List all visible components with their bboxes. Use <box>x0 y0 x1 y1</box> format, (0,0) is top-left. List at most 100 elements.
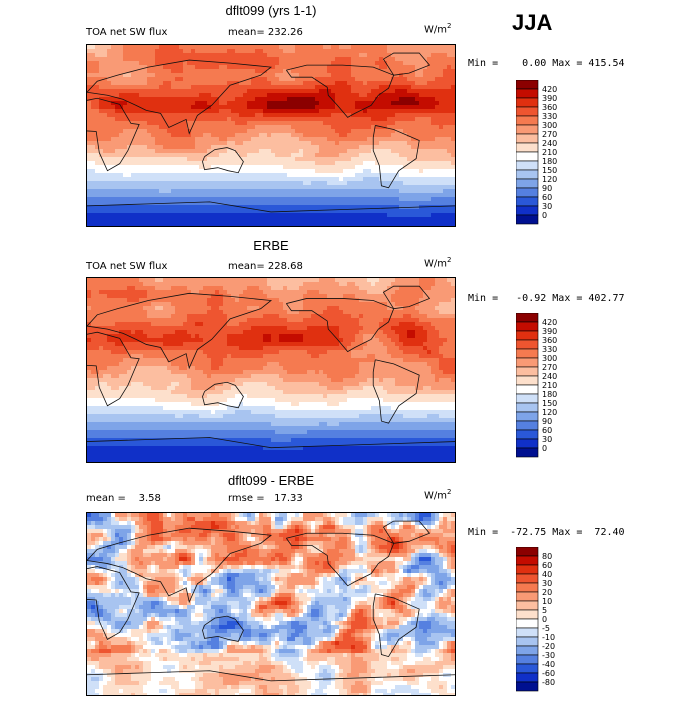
colorbar-swatch <box>516 322 538 331</box>
panel-title: ERBE <box>71 238 471 253</box>
colorbar-swatch <box>516 448 538 457</box>
colorbar-tick-label: 180 <box>542 157 557 166</box>
colorbar-tick-label: 420 <box>542 85 557 94</box>
map-field <box>87 278 455 462</box>
colorbar-swatch <box>516 637 538 646</box>
colorbar-swatch <box>516 574 538 583</box>
colorbar-swatch <box>516 340 538 349</box>
colorbar-swatch <box>516 547 538 556</box>
colorbar-swatch <box>516 107 538 116</box>
colorbar-tick-label: 120 <box>542 408 557 417</box>
colorbar-tick-label: 390 <box>542 94 557 103</box>
colorbar-tick-label: 210 <box>542 148 557 157</box>
colorbar-swatch <box>516 430 538 439</box>
min-max-label: Min = -0.92 Max = 402.77 <box>468 293 625 304</box>
colorbar-swatch <box>516 161 538 170</box>
colorbar-tick-label: 0 <box>542 444 547 453</box>
colorbar-tick-label: 40 <box>542 570 552 579</box>
colorbar-tick-label: 240 <box>542 372 557 381</box>
colorbar-tick-label: 240 <box>542 139 557 148</box>
colorbar-swatch <box>516 556 538 565</box>
map-plot <box>86 44 456 227</box>
colorbar-swatch <box>516 358 538 367</box>
variable-label: TOA net SW flux <box>86 27 167 38</box>
colorbar-swatch <box>516 403 538 412</box>
colorbar-swatch <box>516 215 538 224</box>
colorbar-tick-label: 270 <box>542 130 557 139</box>
colorbar-swatch <box>516 206 538 215</box>
colorbar-tick-label: 330 <box>542 112 557 121</box>
colorbar-swatch <box>516 619 538 628</box>
colorbar-swatch <box>516 313 538 322</box>
colorbar-tick-label: 60 <box>542 426 552 435</box>
colorbar-swatch <box>516 367 538 376</box>
map-plot <box>86 277 456 463</box>
colorbar-tick-label: 20 <box>542 588 552 597</box>
colorbar-tick-label: 0 <box>542 615 547 624</box>
colorbar-swatch <box>516 385 538 394</box>
colorbar-tick-label: 330 <box>542 345 557 354</box>
colorbar-swatch <box>516 116 538 125</box>
colorbar-swatch <box>516 664 538 673</box>
colorbar-swatch <box>516 197 538 206</box>
colorbar-tick-label: 180 <box>542 390 557 399</box>
colorbar-tick-label: 90 <box>542 417 552 426</box>
panel-title: dflt099 - ERBE <box>71 473 471 488</box>
map-field <box>87 513 455 695</box>
colorbar-swatch <box>516 349 538 358</box>
colorbar-tick-label: 30 <box>542 202 552 211</box>
colorbar-swatch <box>516 143 538 152</box>
colorbar-swatch <box>516 655 538 664</box>
mean-label: mean = 3.58 <box>86 493 161 504</box>
colorbar-tick-label: 210 <box>542 381 557 390</box>
colorbar-swatch <box>516 188 538 197</box>
map-field <box>87 45 455 226</box>
colorbar-tick-label: -30 <box>542 651 555 660</box>
colorbar-swatch <box>516 592 538 601</box>
colorbar-swatch <box>516 80 538 89</box>
units-label: W/m2 <box>424 488 451 501</box>
colorbar-tick-label: 0 <box>542 211 547 220</box>
min-max-label: Min = -72.75 Max = 72.40 <box>468 527 625 538</box>
colorbar-swatch <box>516 179 538 188</box>
colorbar-tick-label: -5 <box>542 624 550 633</box>
colorbar-swatch <box>516 439 538 448</box>
colorbar-tick-label: 80 <box>542 552 552 561</box>
colorbar-swatch <box>516 331 538 340</box>
colorbar-swatch <box>516 601 538 610</box>
variable-label: TOA net SW flux <box>86 261 167 272</box>
map-plot <box>86 512 456 696</box>
colorbar-swatch <box>516 583 538 592</box>
colorbar-swatch <box>516 89 538 98</box>
mean-label: mean= 232.26 <box>228 27 303 38</box>
rmse-label: rmse = 17.33 <box>228 493 303 504</box>
colorbar-tick-label: 30 <box>542 579 552 588</box>
min-max-label: Min = 0.00 Max = 415.54 <box>468 58 625 69</box>
colorbar-tick-label: 60 <box>542 193 552 202</box>
colorbar-tick-label: 120 <box>542 175 557 184</box>
colorbar-swatch <box>516 394 538 403</box>
field-cells <box>87 513 455 695</box>
colorbar-swatch <box>516 412 538 421</box>
colorbar-tick-label: -80 <box>542 678 555 687</box>
colorbar-tick-label: 390 <box>542 327 557 336</box>
colorbar-tick-label: 270 <box>542 363 557 372</box>
colorbar-swatch <box>516 125 538 134</box>
mean-label: mean= 228.68 <box>228 261 303 272</box>
panel-title: dflt099 (yrs 1-1) <box>71 3 471 18</box>
colorbar-tick-label: 300 <box>542 121 557 130</box>
colorbar-swatch <box>516 134 538 143</box>
colorbar-swatch <box>516 673 538 682</box>
colorbar-tick-label: -40 <box>542 660 555 669</box>
season-label: JJA <box>512 10 552 36</box>
colorbar-tick-label: 60 <box>542 561 552 570</box>
colorbar-tick-label: -20 <box>542 642 555 651</box>
colorbar-swatch <box>516 170 538 179</box>
colorbar-tick-label: 150 <box>542 166 557 175</box>
colorbar-tick-label: 10 <box>542 597 552 606</box>
colorbar-swatch <box>516 610 538 619</box>
colorbar-tick-label: 90 <box>542 184 552 193</box>
